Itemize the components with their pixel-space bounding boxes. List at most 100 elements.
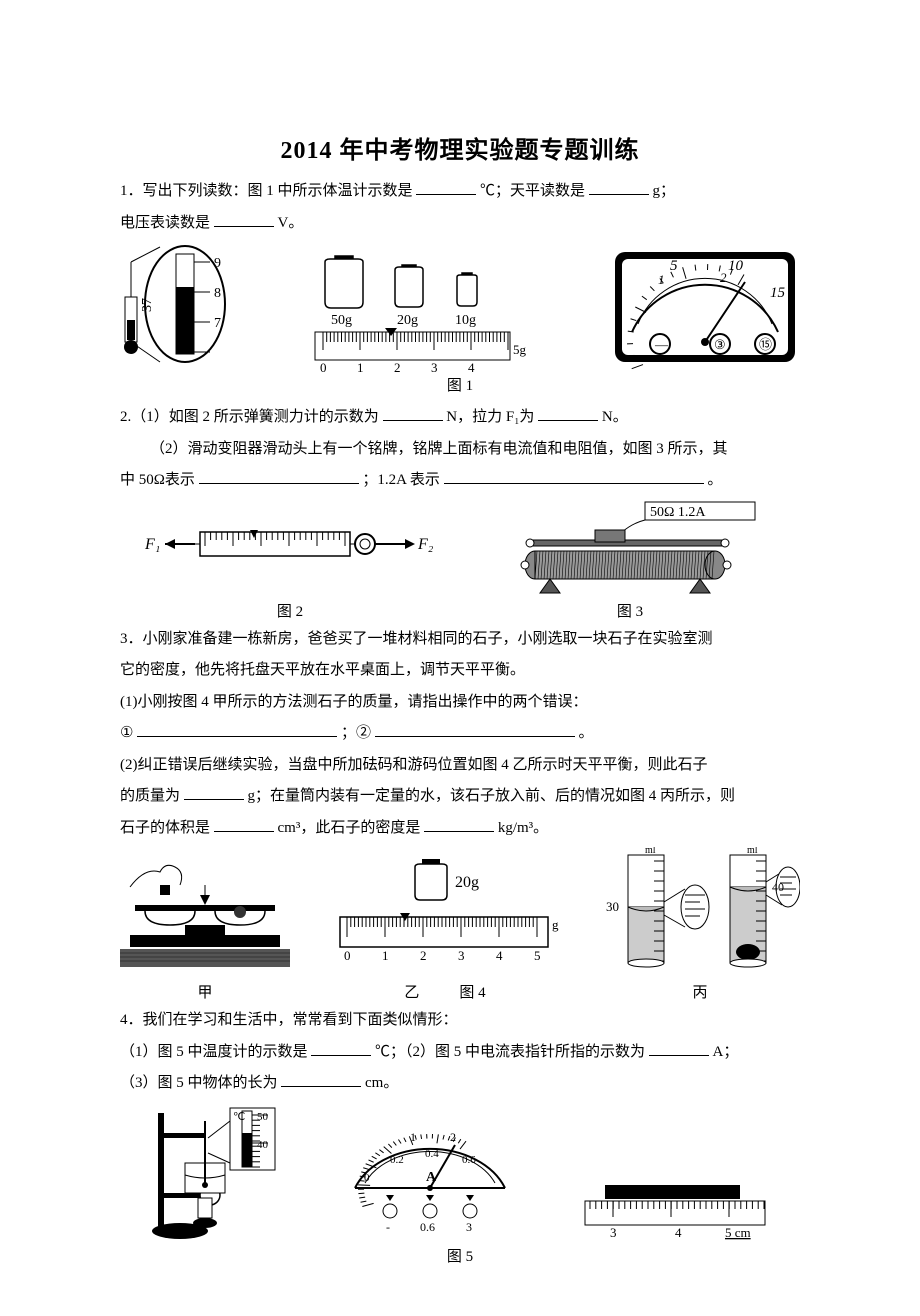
r0: 0 xyxy=(320,360,327,372)
vm-15: 15 xyxy=(770,285,786,301)
svg-text:0: 0 xyxy=(344,948,351,963)
svg-text:3: 3 xyxy=(466,1220,472,1234)
q3-blank-mass xyxy=(184,784,244,800)
q1-blank-temp xyxy=(416,179,476,195)
thermo-37: 37 xyxy=(140,298,155,312)
q1-blank-mass xyxy=(589,179,649,195)
q2-cap3: 图 3 xyxy=(617,600,643,621)
q2-blank-1 xyxy=(383,405,443,421)
q4-ammeter: 1 2 0 0.2 0.4 0.6 A - 0.6 3 xyxy=(340,1133,520,1243)
q2-blank-3 xyxy=(199,468,359,484)
q3-sub-c: 丙 xyxy=(692,981,707,1002)
q2-line3: 中 50Ω表示 ；1.2A 表示 。 xyxy=(120,468,800,494)
vm-t1: — xyxy=(654,337,669,352)
svg-text:4: 4 xyxy=(496,948,503,963)
w10: 10g xyxy=(455,313,476,328)
cyl30: 30 xyxy=(606,899,619,914)
svg-text:0.6: 0.6 xyxy=(462,1154,476,1166)
q2-blank-4 xyxy=(444,468,704,484)
q3-figrow: 甲 20g 0 1 2 3 4 5 g 乙 图 4 xyxy=(120,847,800,1002)
q2-blank-2 xyxy=(538,405,598,421)
q1-unit-a: ℃；天平读数是 xyxy=(480,183,585,199)
q4-blank-temp xyxy=(311,1040,371,1056)
svg-text:3: 3 xyxy=(610,1225,617,1240)
q3-bing: 30 ml ml xyxy=(600,847,800,1002)
q4-p1: 4．我们在学习和生活中，常常看到下面类似情形： xyxy=(120,1008,800,1034)
q1-unit-b: g； xyxy=(653,183,676,199)
q2-rheostat: 50Ω 1.2A 图 3 xyxy=(460,500,800,621)
svg-text:5: 5 xyxy=(534,948,541,963)
q1-line2: 电压表读数是 V。 xyxy=(120,211,800,237)
q3-jia: 甲 xyxy=(120,857,290,1002)
r3: 3 xyxy=(431,360,438,372)
q1-balance: 50g 20g 10g 0 1 2 3 4 5g xyxy=(305,242,535,372)
q1-blank-volt xyxy=(214,211,274,227)
q1-line1: 1．写出下列读数：图 1 中所示体温计示数是 ℃；天平读数是 g； xyxy=(120,179,800,205)
q2-spring: F₁ F₂ 图 2 xyxy=(120,524,460,621)
q3-caption: 图 4 xyxy=(459,981,485,1002)
q3-p6: 的质量为 g；在量筒内装有一定量的水，该石子放入前、后的情况如图 4 丙所示，则 xyxy=(120,784,800,810)
svg-text:g: g xyxy=(552,917,559,932)
svg-text:2: 2 xyxy=(450,1133,456,1144)
thermo-9: 9 xyxy=(214,256,221,271)
q4-ruler: 3 4 5 cm xyxy=(580,1173,770,1243)
vm-t3: ⑮ xyxy=(759,337,772,352)
page-root: 2014 年中考物理实验题专题训练 1．写出下列读数：图 1 中所示体温计示数是… xyxy=(0,0,920,1316)
q1-text-a: 1．写出下列读数：图 1 中所示体温计示数是 xyxy=(120,183,413,199)
svg-text:1: 1 xyxy=(410,1133,416,1144)
svg-text:1: 1 xyxy=(382,948,389,963)
q3-p4: ① ；② 。 xyxy=(120,721,800,747)
q1-figrow: 9 8 7 37 50g 20g 10g xyxy=(120,242,800,372)
vm-10: 10 xyxy=(728,258,744,274)
r4: 4 xyxy=(468,360,475,372)
q3-blank-err1 xyxy=(137,721,337,737)
q2-figrow: F₁ F₂ 图 2 50Ω 1.2A xyxy=(120,500,800,621)
svg-text:A: A xyxy=(426,1170,437,1185)
q3-blank-dens xyxy=(424,816,494,832)
svg-text:0.4: 0.4 xyxy=(425,1148,439,1160)
thermo-8: 8 xyxy=(214,286,221,301)
q3-p7: 石子的体积是 cm³，此石子的密度是 kg/m³。 xyxy=(120,816,800,842)
q3-blank-err2 xyxy=(375,721,575,737)
q3-p5: (2)纠正错误后继续实验，当盘中所加砝码和游码位置如图 4 乙所示时天平平衡，则… xyxy=(120,753,800,779)
f2-label: F₂ xyxy=(417,536,434,553)
q4-blank-curr xyxy=(649,1040,709,1056)
svg-text:0.6: 0.6 xyxy=(420,1220,435,1234)
svg-text:ml: ml xyxy=(747,847,758,856)
svg-text:2: 2 xyxy=(420,948,427,963)
svg-text:5 cm: 5 cm xyxy=(725,1225,751,1240)
rheo-label: 50Ω 1.2A xyxy=(650,505,706,520)
q2-line1: 2.（1）如图 2 所示弹簧测力计的示数为 N，拉力 F₁为 N。 xyxy=(120,405,800,431)
q1-thermometer: 9 8 7 37 xyxy=(120,242,230,372)
vm-2: 2 xyxy=(720,270,727,285)
q3-sub-a: 甲 xyxy=(197,981,212,1002)
svg-text:℃: ℃ xyxy=(233,1111,245,1123)
f1-label: F₁ xyxy=(144,536,160,553)
vm-t2: ③ xyxy=(714,337,726,352)
svg-text:0.2: 0.2 xyxy=(390,1154,404,1166)
q4-p2: （1）图 5 中温度计的示数是 ℃；（2）图 5 中电流表指针所指的示数为 A； xyxy=(120,1040,800,1066)
svg-text:3: 3 xyxy=(458,948,465,963)
vm-1: 1 xyxy=(658,272,665,287)
q3-blank-vol xyxy=(214,816,274,832)
thermo-7: 7 xyxy=(214,316,221,331)
q1-caption: 图 1 xyxy=(120,374,800,395)
page-title: 2014 年中考物理实验题专题训练 xyxy=(120,130,800,165)
q4-caption: 图 5 xyxy=(120,1245,800,1266)
svg-text:ml: ml xyxy=(645,847,656,856)
r5g: 5g xyxy=(513,342,527,357)
q1-text-b: 电压表读数是 xyxy=(120,215,210,231)
q3-p2: 它的密度，他先将托盘天平放在水平桌面上，调节天平平衡。 xyxy=(120,658,800,684)
q4-figrow: 50 40 ℃ 1 2 0 0.2 0.4 0.6 A xyxy=(120,1103,800,1243)
svg-text:0: 0 xyxy=(364,1172,370,1184)
q4-p3: （3）图 5 中物体的长为 cm。 xyxy=(120,1071,800,1097)
w50: 50g xyxy=(331,313,352,328)
r1: 1 xyxy=(357,360,364,372)
cyl40: 40 xyxy=(772,880,784,894)
q4-thermo: 50 40 ℃ xyxy=(150,1103,280,1243)
q2-cap2: 图 2 xyxy=(277,600,303,621)
q4-blank-len xyxy=(281,1071,361,1087)
q3-p1: 3．小刚家准备建一栋新房，爸爸买了一堆材料相同的石子，小刚选取一块石子在实验室测 xyxy=(120,627,800,653)
svg-text:50: 50 xyxy=(257,1111,269,1123)
q3-p3: (1)小刚按图 4 甲所示的方法测石子的质量，请指出操作中的两个错误： xyxy=(120,690,800,716)
